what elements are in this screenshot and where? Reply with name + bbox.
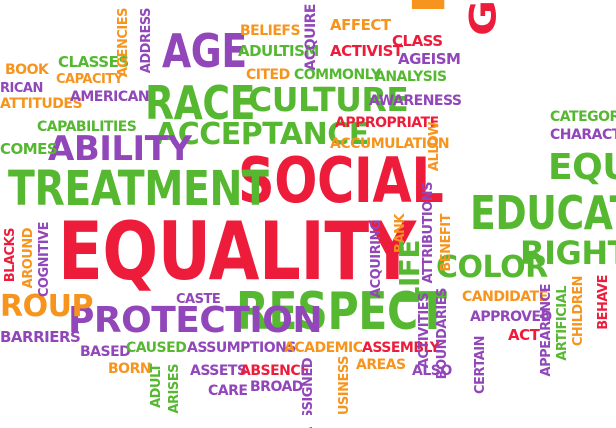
word-activities: ACTIVITIES	[417, 293, 432, 369]
word-arises: ARISES	[167, 364, 182, 414]
word-based: BASED	[80, 344, 131, 360]
word-capacity: CAPACITY	[56, 72, 123, 87]
word-address: ADDRESS	[139, 8, 154, 74]
word-blacks: BLACKS	[3, 228, 18, 283]
word-rican: RICAN	[0, 81, 43, 96]
word-candidate: CANDIDATE	[462, 289, 548, 305]
word-beliefs: BELIEFS	[240, 23, 301, 39]
word-equality: EQUALITY	[58, 205, 416, 298]
word-class: CLASS	[392, 32, 443, 50]
word-book: BOOK	[5, 62, 49, 78]
word-american: AMERICAN	[70, 89, 150, 105]
word-acquiring: ACQUIRING	[369, 220, 384, 298]
word-ageism: AGEISM	[398, 50, 461, 68]
word-social: SOCIAL	[238, 144, 444, 217]
word-attitudes: ATTITUDES	[0, 96, 83, 112]
word-religion: RELIGION	[404, 0, 456, 14]
word-absence: ABSENCE	[240, 363, 310, 379]
word-roup: ROUP	[0, 289, 93, 324]
word-caste: CASTE	[176, 292, 221, 307]
word-agencies: AGENCIES	[116, 8, 131, 78]
word-appearance: APPEARANCE	[539, 284, 554, 377]
word-care: CARE	[208, 383, 248, 399]
word-classes: CLASSES	[58, 53, 129, 71]
word-also: ALSO	[412, 363, 452, 379]
word-behave: BEHAVE	[596, 275, 611, 330]
word-categori: CATEGORI	[550, 109, 616, 125]
word-rights: RIGHTS	[520, 234, 616, 272]
word-treatment: TREATMENT	[8, 161, 269, 217]
word-approved: APPROVED	[470, 309, 552, 325]
word-born: BORN	[108, 361, 152, 377]
word-adult: ADULT	[149, 364, 164, 408]
word-equa: EQUA	[548, 147, 616, 188]
word-areas: AREAS	[356, 357, 406, 373]
word-certain: CERTAIN	[473, 336, 488, 394]
word-respect: RESPECT	[236, 282, 447, 342]
word-caused: CAUSED	[126, 340, 187, 356]
word-culture: CULTURE	[248, 80, 409, 119]
word-assumptions: ASSUMPTIONS	[187, 340, 296, 356]
word-attributions: ATTRIBUTIONS	[421, 182, 436, 284]
word-ability: ABILITY	[48, 129, 192, 169]
word-around: AROUND	[21, 228, 36, 289]
word-acceptance: ACCEPTANCE	[155, 117, 369, 152]
word-protection: PROTECTION	[68, 300, 322, 341]
word-adultism: ADULTISM	[238, 42, 319, 60]
word-barriers: BARRIERS	[0, 328, 81, 346]
word-capabilities: CAPABILITIES	[37, 119, 137, 135]
word-gender: GENDER	[463, 0, 505, 36]
word-allow: ALLOW	[427, 122, 442, 172]
word-act: ACT	[508, 326, 540, 344]
word-analysis: ANALYSIS	[375, 69, 447, 85]
word-educat: EDUCAT	[470, 186, 616, 240]
word-cognitive: COGNITIVE	[37, 222, 52, 298]
word-commonly: COMMONLY	[294, 67, 381, 83]
word-appropriate: APPROPRIATE	[335, 115, 439, 131]
word-characte: CHARACTE	[550, 127, 616, 143]
word-accumulation: ACCUMULATION	[330, 136, 450, 152]
word-broad: BROAD	[250, 379, 303, 395]
word-race: RACE	[145, 76, 256, 130]
word-activist: ACTIVIST	[330, 42, 403, 60]
word-benefit: BENEFIT	[439, 214, 454, 272]
word-children: CHILDREN	[571, 276, 586, 347]
word-assembly: ASSEMBLY	[362, 340, 440, 356]
word-acquire: ACQUIRE	[303, 4, 319, 71]
bottom-strip	[0, 415, 616, 427]
word-artificial: ARTIFICIAL	[555, 286, 570, 361]
word-awareness: AWARENESS	[369, 93, 462, 109]
word-color: COLOR	[436, 250, 548, 285]
word-assets: ASSETS	[190, 363, 247, 379]
word-affect: AFFECT	[330, 16, 391, 34]
word-comes: COMES	[0, 140, 58, 158]
word-academic: ACADEMIC	[284, 340, 363, 356]
word-cited: CITED	[246, 67, 290, 83]
word-age: AGE	[162, 24, 247, 78]
